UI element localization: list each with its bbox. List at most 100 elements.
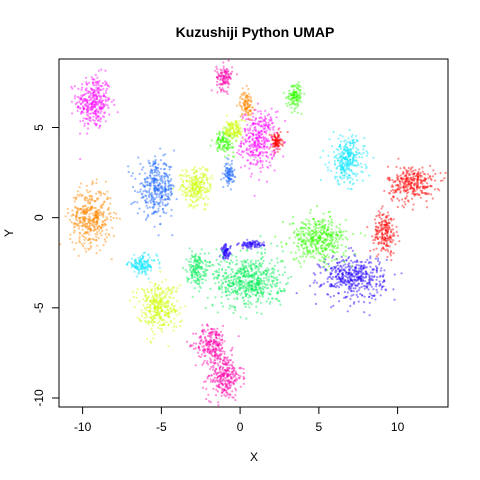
data-point	[378, 230, 381, 233]
data-point	[422, 179, 425, 182]
data-point	[99, 214, 102, 217]
data-point	[346, 291, 349, 294]
data-point	[208, 400, 211, 403]
data-point	[257, 110, 260, 113]
data-point	[223, 80, 226, 84]
data-point	[212, 372, 216, 375]
data-point	[399, 191, 402, 194]
data-point	[252, 133, 255, 136]
data-point	[221, 375, 224, 378]
data-point	[95, 214, 98, 217]
data-point	[249, 128, 252, 131]
data-point	[90, 228, 93, 231]
data-point	[320, 244, 323, 247]
data-point	[175, 198, 178, 201]
data-point	[339, 165, 342, 168]
data-point	[255, 272, 258, 275]
data-point	[364, 284, 367, 287]
data-point	[96, 233, 99, 236]
data-point	[103, 238, 106, 241]
data-point	[421, 179, 424, 182]
data-point	[345, 259, 348, 262]
data-point	[417, 194, 420, 197]
data-point	[405, 173, 408, 176]
data-point	[89, 227, 92, 230]
data-point	[221, 87, 224, 90]
data-point	[82, 218, 85, 221]
data-point	[367, 282, 370, 285]
data-point	[80, 212, 83, 215]
data-point	[218, 342, 221, 345]
data-point	[225, 358, 229, 361]
data-point	[410, 170, 413, 174]
data-point	[278, 273, 281, 276]
data-point	[83, 211, 86, 215]
data-point	[151, 206, 154, 209]
data-point	[92, 112, 95, 115]
data-point	[261, 166, 264, 169]
data-point	[321, 236, 324, 239]
data-point	[419, 182, 422, 185]
data-point	[382, 220, 385, 223]
data-point	[228, 366, 231, 370]
data-point	[333, 175, 337, 178]
data-point	[222, 67, 225, 70]
data-point	[205, 324, 209, 327]
data-point	[330, 267, 333, 270]
data-point	[391, 199, 394, 202]
data-point	[354, 287, 357, 290]
data-point	[419, 181, 423, 184]
data-point	[247, 109, 250, 112]
data-point	[260, 139, 263, 142]
data-point	[249, 150, 252, 154]
data-point	[86, 231, 89, 234]
data-point	[254, 128, 257, 131]
data-point	[87, 220, 90, 223]
data-point	[220, 374, 223, 377]
data-point	[308, 284, 312, 287]
data-point	[76, 210, 79, 214]
data-point	[220, 178, 223, 181]
data-point	[96, 227, 99, 231]
data-point	[98, 79, 101, 83]
data-point	[268, 293, 271, 296]
data-point	[227, 73, 231, 76]
data-point	[252, 115, 255, 118]
data-point	[218, 74, 221, 77]
data-point	[204, 336, 207, 339]
data-point	[240, 93, 243, 96]
data-point	[243, 283, 246, 286]
data-point	[103, 112, 106, 115]
data-point	[211, 330, 214, 333]
data-point	[96, 212, 99, 215]
data-point	[391, 234, 394, 238]
data-point	[222, 378, 225, 381]
data-point	[240, 367, 243, 370]
data-point	[163, 186, 166, 189]
data-point	[166, 179, 169, 182]
data-point	[232, 367, 235, 370]
data-point	[323, 231, 326, 234]
data-point	[84, 196, 87, 199]
data-point	[95, 101, 98, 104]
data-point	[90, 205, 93, 208]
data-point	[330, 241, 333, 244]
data-point	[83, 223, 86, 226]
data-point	[93, 104, 96, 107]
data-point	[219, 72, 222, 75]
data-point	[90, 106, 93, 109]
data-point	[219, 365, 222, 368]
data-point	[389, 254, 392, 257]
data-point	[83, 122, 86, 125]
data-point	[91, 81, 95, 85]
data-point	[375, 236, 378, 239]
data-point	[87, 90, 90, 93]
data-point	[256, 246, 259, 249]
data-point	[376, 236, 379, 239]
data-point	[239, 375, 242, 378]
data-point	[100, 101, 103, 104]
data-point	[372, 239, 375, 242]
data-point	[108, 212, 111, 216]
data-point	[383, 223, 386, 226]
data-point	[103, 115, 106, 118]
